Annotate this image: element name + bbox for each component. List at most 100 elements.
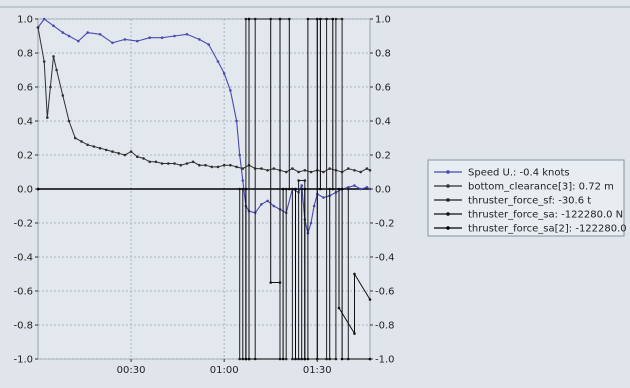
y-left-tick-label: -0.8 <box>13 321 33 332</box>
data-point <box>306 357 310 361</box>
data-point <box>135 39 139 43</box>
y-right-tick-label: -1.0 <box>375 355 395 366</box>
data-point <box>284 357 288 361</box>
legend-swatch-marker <box>446 170 450 174</box>
data-point <box>154 160 158 164</box>
y-left-tick-label: -0.2 <box>13 219 33 230</box>
series-2 <box>36 26 372 174</box>
data-point <box>173 162 176 165</box>
data-point <box>216 165 220 169</box>
y-left-tick-label: -0.6 <box>13 287 33 298</box>
y-right-tick-label: -0.2 <box>375 219 395 230</box>
y-axis-left: 1.0 0.8 0.6 0.4 0.2 0.0 -0.2 -0.4 -0.6 -0.8 -1.0 <box>13 15 38 366</box>
data-point <box>315 17 319 21</box>
data-point <box>207 43 210 46</box>
y-left-tick-label: -1.0 <box>13 355 33 366</box>
data-point <box>322 196 325 199</box>
data-point <box>300 187 304 191</box>
data-point <box>148 160 152 164</box>
data-point <box>179 163 183 167</box>
data-point <box>353 169 356 172</box>
data-point <box>92 145 96 148</box>
data-point <box>104 148 108 152</box>
data-point <box>67 119 71 123</box>
data-point <box>291 357 294 361</box>
y-right-tick-label: 0.4 <box>375 117 391 128</box>
data-point <box>98 33 102 36</box>
x-axis: 00:30 01:00 01:30 <box>117 359 332 376</box>
data-point <box>319 187 322 191</box>
data-point <box>235 165 238 169</box>
data-point <box>306 17 310 21</box>
data-point <box>42 17 46 21</box>
data-point <box>229 163 232 167</box>
series-line <box>38 18 370 360</box>
data-point <box>340 357 344 361</box>
data-point <box>204 163 207 167</box>
data-point <box>365 186 369 189</box>
y-right-tick-label: -0.6 <box>375 287 395 298</box>
data-point <box>52 55 55 58</box>
data-point <box>337 306 341 310</box>
data-point <box>260 167 263 170</box>
data-point <box>303 187 307 191</box>
y-left-tick-label: -0.4 <box>13 253 33 264</box>
data-point <box>160 36 164 39</box>
data-point <box>111 150 114 153</box>
data-point <box>173 34 176 38</box>
data-point <box>244 357 248 361</box>
data-point <box>135 155 139 158</box>
y-right-tick-label: 0.2 <box>375 151 391 162</box>
data-point <box>309 170 313 174</box>
data-point <box>281 357 285 361</box>
legend-entry-label: thruster_force_sa: -122280.0 N <box>468 210 623 221</box>
data-point <box>86 143 89 147</box>
y-left-tick-label: 1.0 <box>17 15 33 26</box>
y-left-tick-label: 0.8 <box>17 49 33 60</box>
data-point <box>359 187 362 191</box>
y-right-tick-label: 0.0 <box>375 185 391 196</box>
y-right-tick-label: 1.0 <box>375 15 391 26</box>
y-right-tick-label: 0.8 <box>375 49 391 60</box>
data-point <box>111 41 114 45</box>
window-top-border <box>0 6 630 8</box>
data-point <box>288 17 291 21</box>
y-left-tick-label: 0.6 <box>17 83 33 94</box>
series-5 <box>36 17 372 361</box>
data-point <box>365 167 369 170</box>
data-point <box>222 72 226 75</box>
x-tick-label: 01:00 <box>210 365 239 376</box>
data-point <box>185 162 189 165</box>
data-point <box>229 89 232 92</box>
data-point <box>291 167 294 170</box>
data-point <box>297 179 300 182</box>
data-point <box>123 38 127 41</box>
legend-entry-label: thruster_force_sa[2]: -122280.0 N <box>468 224 630 235</box>
data-point <box>238 357 241 361</box>
data-point <box>303 169 307 172</box>
data-point <box>210 165 214 169</box>
series-4 <box>36 17 372 361</box>
data-point <box>281 187 285 191</box>
data-point <box>328 357 331 361</box>
x-tick-label: 01:30 <box>303 365 332 376</box>
y-right-tick-label: -0.8 <box>375 321 395 332</box>
legend-swatch-marker <box>446 198 450 202</box>
data-point <box>247 17 251 21</box>
data-point <box>198 163 201 167</box>
data-point <box>244 17 248 21</box>
data-point <box>42 60 46 63</box>
data-point <box>269 281 273 284</box>
data-point <box>312 204 316 208</box>
legend-swatch-marker <box>446 226 450 230</box>
data-point <box>359 170 362 174</box>
data-point <box>67 34 71 38</box>
data-point <box>340 17 344 21</box>
data-point <box>368 298 372 301</box>
y-axis-right: 1.0 0.8 0.6 0.4 0.2 0.0 -0.2 -0.4 -0.6 -0.8 -1.0 <box>370 15 395 366</box>
data-point <box>328 187 331 191</box>
data-point <box>303 179 307 182</box>
data-point <box>222 163 226 167</box>
